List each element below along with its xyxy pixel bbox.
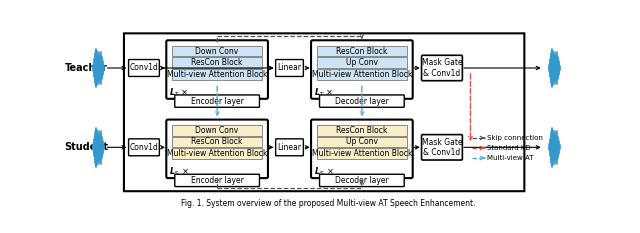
Text: Conv1d: Conv1d <box>129 64 159 72</box>
Bar <box>172 148 262 159</box>
Bar <box>317 57 406 68</box>
Text: Linear: Linear <box>278 64 301 72</box>
Text: Encoder layer: Encoder layer <box>191 97 244 106</box>
Text: Multi-view Attention Block: Multi-view Attention Block <box>167 70 268 79</box>
Text: Encoder layer: Encoder layer <box>191 176 244 185</box>
Text: Conv1d: Conv1d <box>129 143 159 152</box>
Bar <box>317 137 406 147</box>
FancyBboxPatch shape <box>129 139 159 156</box>
FancyBboxPatch shape <box>276 139 303 156</box>
Text: $\boldsymbol{L}_{\mathrm{T}}$ ×: $\boldsymbol{L}_{\mathrm{T}}$ × <box>170 86 189 99</box>
Text: Student: Student <box>64 142 108 152</box>
FancyBboxPatch shape <box>166 40 268 99</box>
Text: Multi-view AT: Multi-view AT <box>488 155 534 161</box>
Text: Mask Gate
& Conv1d: Mask Gate & Conv1d <box>422 138 462 157</box>
Text: Up Conv: Up Conv <box>346 137 378 146</box>
Text: Down Conv: Down Conv <box>195 47 239 55</box>
Text: ResCon Block: ResCon Block <box>191 58 243 67</box>
Text: Standard KD: Standard KD <box>488 145 531 151</box>
Bar <box>317 148 406 159</box>
Text: ResCon Block: ResCon Block <box>191 137 243 146</box>
Bar <box>172 57 262 68</box>
Text: Multi-view Attention Block: Multi-view Attention Block <box>312 70 412 79</box>
FancyBboxPatch shape <box>311 120 413 178</box>
Text: $\boldsymbol{L}_{\mathrm{T}}$ ×: $\boldsymbol{L}_{\mathrm{T}}$ × <box>314 86 334 99</box>
Bar <box>172 125 262 136</box>
FancyBboxPatch shape <box>129 59 159 76</box>
Text: $\boldsymbol{L}_{\mathrm{S}}$ ×: $\boldsymbol{L}_{\mathrm{S}}$ × <box>170 166 189 178</box>
Text: Fig. 1. System overview of the proposed Multi-view AT Speech Enhancement.: Fig. 1. System overview of the proposed … <box>180 199 476 208</box>
Bar <box>172 46 262 56</box>
Text: ResCon Block: ResCon Block <box>336 126 388 135</box>
Bar <box>172 137 262 147</box>
FancyBboxPatch shape <box>319 95 404 107</box>
FancyBboxPatch shape <box>276 59 303 76</box>
Text: ResCon Block: ResCon Block <box>336 47 388 55</box>
Text: Down Conv: Down Conv <box>195 126 239 135</box>
Text: Mask Gate
& Conv1d: Mask Gate & Conv1d <box>422 58 462 78</box>
Text: Multi-view Attention Block: Multi-view Attention Block <box>167 149 268 158</box>
Text: Up Conv: Up Conv <box>346 58 378 67</box>
Text: Linear: Linear <box>278 143 301 152</box>
Text: Skip connection: Skip connection <box>488 135 543 141</box>
Text: Multi-view Attention Block: Multi-view Attention Block <box>312 149 412 158</box>
FancyBboxPatch shape <box>422 55 462 81</box>
Bar <box>317 69 406 79</box>
FancyBboxPatch shape <box>319 174 404 187</box>
Text: Decoder layer: Decoder layer <box>335 176 388 185</box>
Bar <box>172 69 262 79</box>
Bar <box>317 46 406 56</box>
FancyBboxPatch shape <box>175 95 259 107</box>
Text: Decoder layer: Decoder layer <box>335 97 388 106</box>
Bar <box>317 125 406 136</box>
FancyBboxPatch shape <box>311 40 413 99</box>
FancyBboxPatch shape <box>124 33 524 191</box>
Text: Teacher: Teacher <box>65 63 108 73</box>
FancyBboxPatch shape <box>422 135 462 160</box>
Text: $\boldsymbol{L}_{\mathrm{S}}$ ×: $\boldsymbol{L}_{\mathrm{S}}$ × <box>314 166 334 178</box>
FancyBboxPatch shape <box>175 174 259 187</box>
FancyBboxPatch shape <box>166 120 268 178</box>
